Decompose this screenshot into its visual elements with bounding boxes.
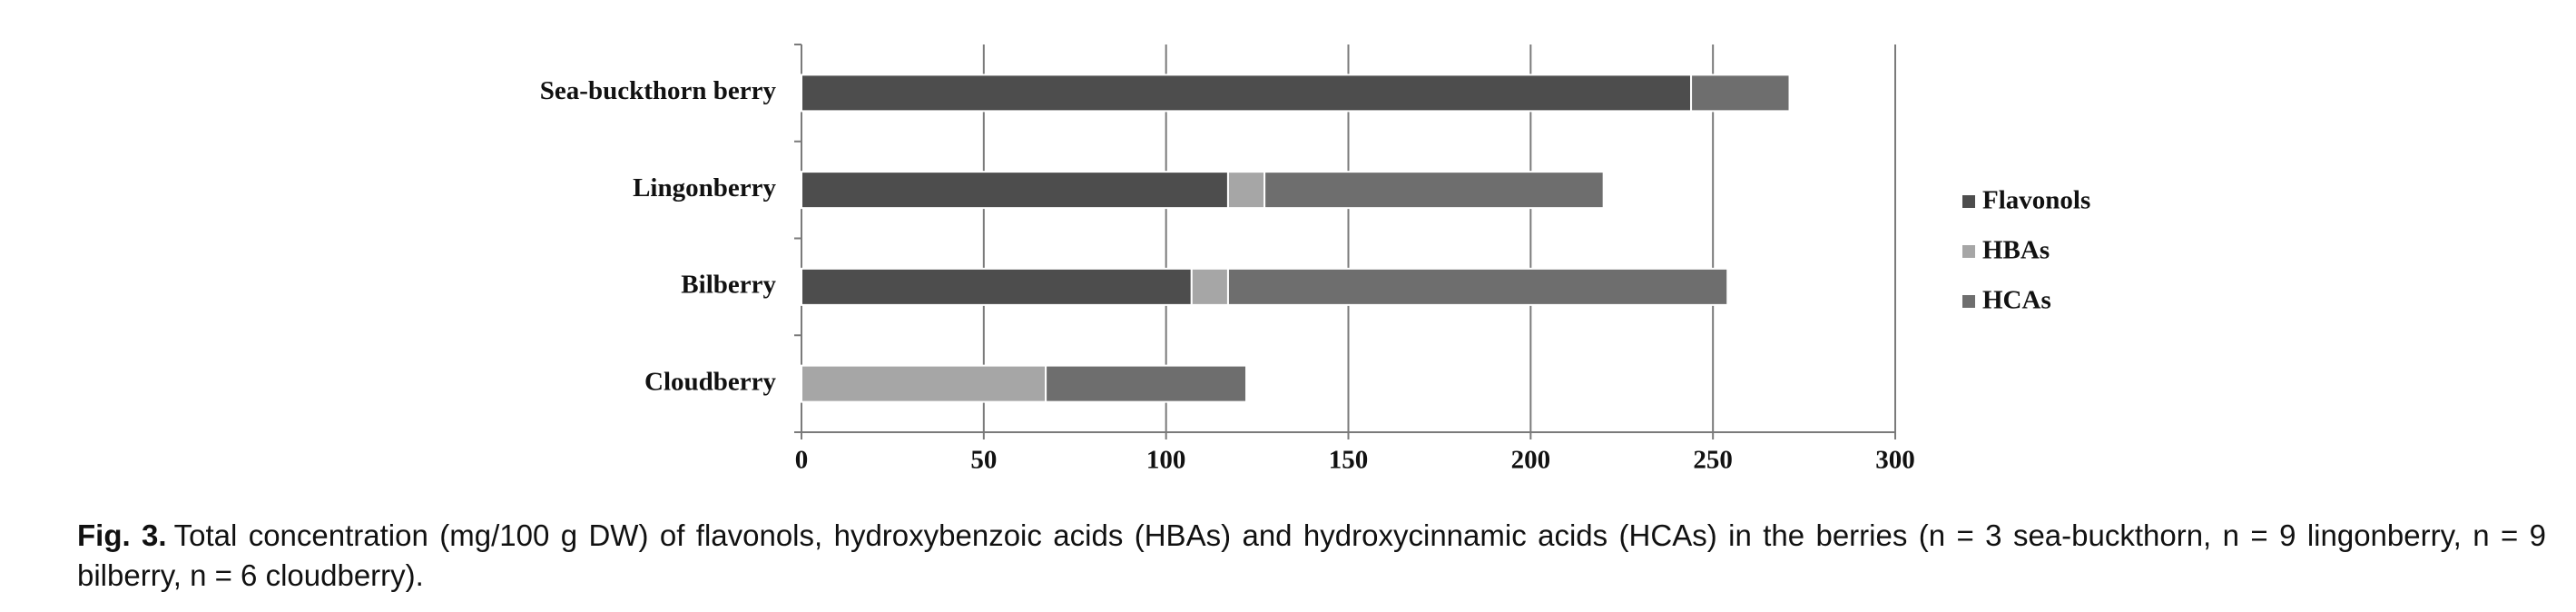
legend-swatch xyxy=(1962,195,1975,208)
x-tick-label: 300 xyxy=(1875,446,1915,475)
x-tick-label: 200 xyxy=(1511,446,1551,475)
legend-label: HCAs xyxy=(1982,286,2051,315)
bar-segment xyxy=(1690,74,1791,113)
x-tick-label: 100 xyxy=(1146,446,1186,475)
legend-swatch xyxy=(1962,245,1975,258)
x-tick-label: 0 xyxy=(795,446,809,475)
y-tick-label: Sea-buckthorn berry xyxy=(540,76,777,105)
bar-segment xyxy=(1190,267,1229,306)
bar-segment xyxy=(1226,267,1729,306)
bar-segment xyxy=(801,267,1193,306)
chart: 0 50 100 150 200 250 300 Sea-buckthorn berry Lin… xyxy=(540,44,2090,475)
caption-text: Total concentration (mg/100 g DW) of fla… xyxy=(77,518,2547,592)
bar-segment xyxy=(801,171,1229,210)
x-tick-label: 250 xyxy=(1693,446,1733,475)
bar-segment xyxy=(801,74,1693,113)
legend-label: HBAs xyxy=(1982,236,2050,265)
caption-label: Fig. 3. xyxy=(77,518,167,552)
y-tick-label: Cloudberry xyxy=(644,367,777,396)
y-tick-label: Bilberry xyxy=(681,271,776,300)
caption: Fig. 3. Total concentration (mg/100 g DW)… xyxy=(77,516,2546,596)
legend-label: Flavonols xyxy=(1982,186,2090,215)
bar-segment xyxy=(1263,171,1605,210)
y-tick-label: Lingonberry xyxy=(633,173,776,202)
x-tick-label: 150 xyxy=(1329,446,1369,475)
bar-segment xyxy=(1045,364,1248,403)
bar-segment xyxy=(1226,171,1266,210)
x-tick-label: 50 xyxy=(970,446,997,475)
bar-segment xyxy=(801,364,1047,403)
legend-swatch xyxy=(1962,295,1975,308)
